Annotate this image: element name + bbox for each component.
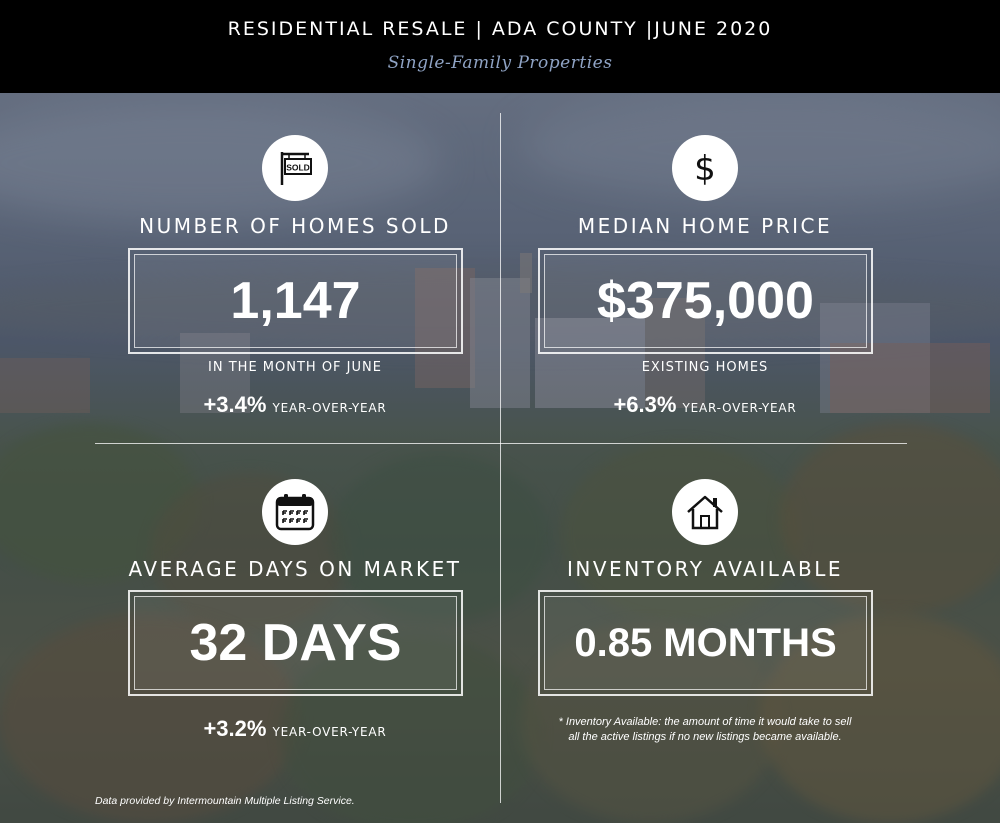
house-icon	[672, 479, 738, 545]
median-price-change-label: YEAR-OVER-YEAR	[682, 401, 797, 415]
page-title: RESIDENTIAL RESALE | ADA COUNTY |JUNE 20…	[227, 18, 773, 40]
median-price-value-box: $375,000	[538, 248, 873, 354]
inventory-value: 0.85 MONTHS	[574, 620, 837, 665]
data-source-credit: Data provided by Intermountain Multiple …	[95, 795, 355, 807]
homes-sold-label: NUMBER OF HOMES SOLD	[139, 214, 451, 238]
median-price-value: $375,000	[597, 272, 814, 330]
median-price-change: +6.3% YEAR-OVER-YEAR	[505, 392, 905, 418]
homes-sold-change-label: YEAR-OVER-YEAR	[272, 401, 387, 415]
sold-sign-text: SOLD	[286, 163, 310, 173]
homes-sold-change-value: +3.4%	[203, 392, 267, 417]
median-price-label: MEDIAN HOME PRICE	[577, 214, 833, 238]
sold-sign-icon: SOLD	[262, 135, 328, 201]
days-on-market-label: AVERAGE DAYS ON MARKET	[128, 557, 462, 581]
inventory-footnote-line2: all the active listings if no new listin…	[568, 731, 842, 743]
inventory-value-box: 0.85 MONTHS	[538, 590, 873, 696]
dollar-icon: $	[672, 135, 738, 201]
days-on-market-change-label: YEAR-OVER-YEAR	[272, 725, 387, 739]
days-on-market-value-box: 32 DAYS	[128, 590, 463, 696]
page-subtitle: Single-Family Properties	[387, 53, 613, 73]
inventory-label: INVENTORY AVAILABLE	[567, 557, 843, 581]
vertical-divider	[500, 113, 501, 803]
median-price-subtext: EXISTING HOMES	[641, 360, 769, 375]
days-on-market-change-value: +3.2%	[203, 716, 267, 741]
homes-sold-value-box: 1,147	[128, 248, 463, 354]
header-bar: RESIDENTIAL RESALE | ADA COUNTY |JUNE 20…	[0, 0, 1000, 93]
inventory-footnote: * Inventory Available: the amount of tim…	[505, 715, 905, 745]
inventory-footnote-line1: * Inventory Available: the amount of tim…	[558, 716, 852, 728]
days-on-market-change: +3.2% YEAR-OVER-YEAR	[95, 716, 495, 742]
homes-sold-change: +3.4% YEAR-OVER-YEAR	[95, 392, 495, 418]
homes-sold-subtext: IN THE MONTH OF JUNE	[208, 360, 382, 375]
horizontal-divider	[95, 443, 907, 444]
calendar-icon	[262, 479, 328, 545]
median-price-change-value: +6.3%	[613, 392, 677, 417]
svg-text:$: $	[694, 149, 716, 189]
homes-sold-value: 1,147	[230, 272, 361, 330]
days-on-market-value: 32 DAYS	[189, 614, 402, 672]
